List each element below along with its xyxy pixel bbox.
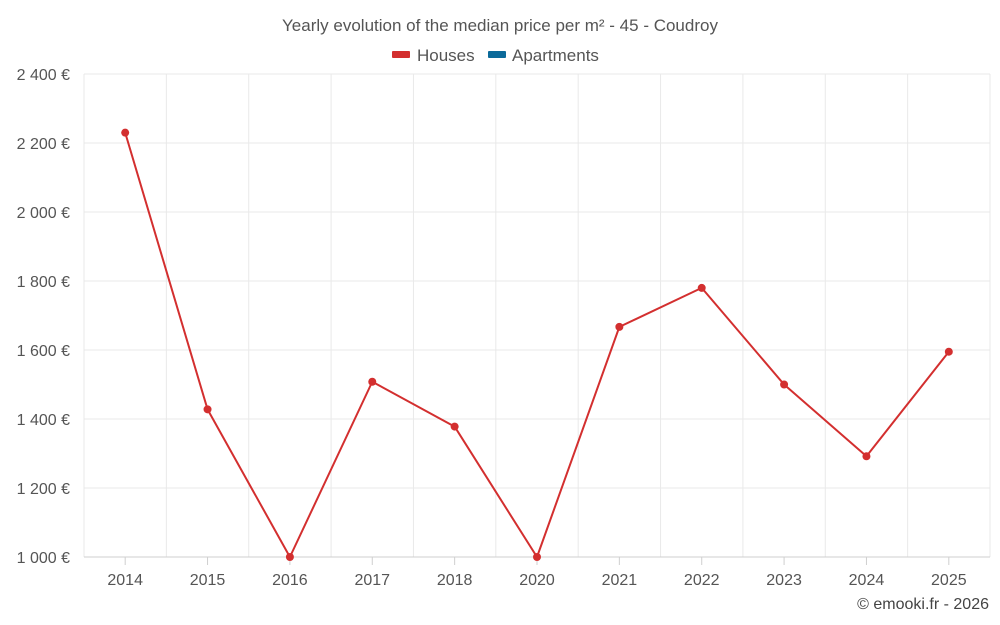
data-point[interactable] [862, 452, 871, 461]
data-point[interactable] [203, 405, 212, 414]
data-point[interactable] [697, 283, 706, 292]
y-tick-label: 2 400 € [17, 67, 70, 84]
y-tick-label: 2 200 € [17, 136, 70, 153]
y-tick-label: 1 800 € [17, 274, 70, 291]
credit: © emooki.fr - 2026 [857, 596, 989, 613]
grid [83, 73, 991, 558]
legend-label-houses: Houses [417, 46, 475, 65]
y-axis-ticks: 1 000 € 1 200 € 1 400 € 1 600 € 1 800 € 2 000… [17, 67, 70, 567]
y-tick-label: 1 000 € [17, 550, 70, 567]
x-axis-ticks: 2014 2015 2016 2017 2018 2020 2021 2022 2023 2024… [107, 557, 967, 589]
legend: Houses Apartments [392, 46, 599, 65]
data-point[interactable] [615, 322, 624, 331]
data-point[interactable] [533, 553, 541, 561]
data-point[interactable] [121, 128, 130, 137]
legend-item-houses[interactable]: Houses [392, 46, 475, 65]
x-tick-label: 2025 [931, 572, 967, 589]
legend-swatch-apartments [488, 51, 506, 58]
legend-swatch-houses [392, 51, 410, 58]
legend-item-apartments[interactable]: Apartments [488, 46, 599, 65]
data-point[interactable] [780, 380, 789, 389]
x-tick-label: 2014 [107, 572, 143, 589]
y-tick-label: 1 600 € [17, 343, 70, 360]
x-tick-label: 2022 [684, 572, 720, 589]
x-tick-label: 2024 [849, 572, 885, 589]
x-tick-label: 2023 [766, 572, 802, 589]
data-point[interactable] [368, 377, 377, 386]
series-houses [121, 128, 953, 561]
y-tick-label: 2 000 € [17, 205, 70, 222]
x-tick-label: 2021 [602, 572, 638, 589]
data-point[interactable] [944, 347, 953, 356]
x-tick-label: 2020 [519, 572, 555, 589]
x-tick-label: 2015 [190, 572, 226, 589]
data-point[interactable] [450, 422, 459, 431]
chart-title: Yearly evolution of the median price per… [282, 16, 718, 35]
x-tick-label: 2017 [354, 572, 390, 589]
legend-label-apartments: Apartments [512, 46, 599, 65]
y-tick-label: 1 200 € [17, 481, 70, 498]
x-tick-label: 2018 [437, 572, 473, 589]
y-tick-label: 1 400 € [17, 412, 70, 429]
x-tick-label: 2016 [272, 572, 308, 589]
data-point[interactable] [285, 553, 294, 561]
